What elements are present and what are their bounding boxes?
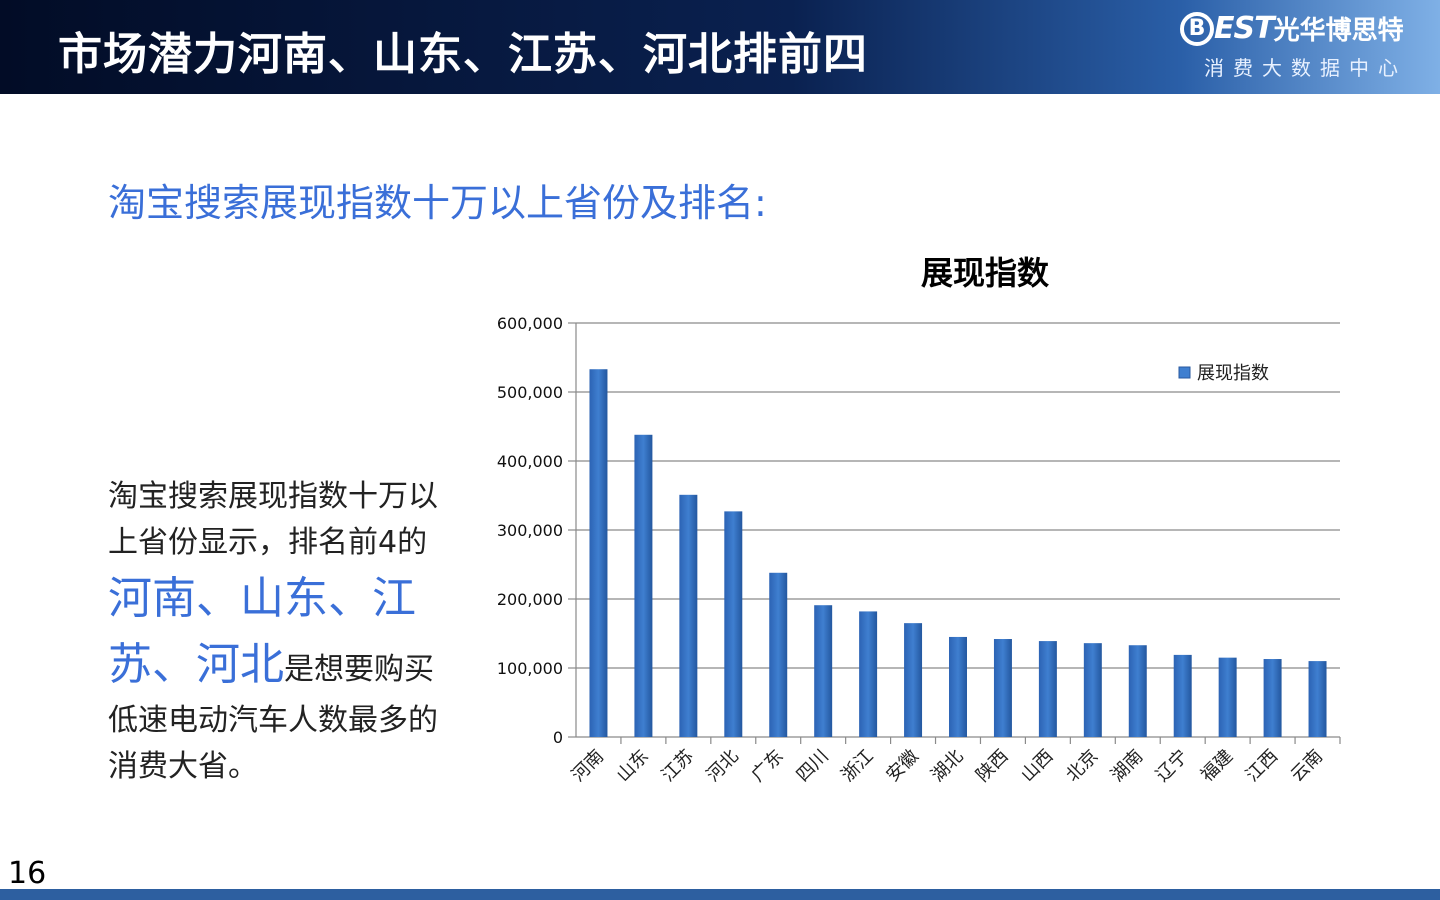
footer-bar xyxy=(0,889,1440,900)
x-tick-label: 山东 xyxy=(613,746,653,786)
x-tick-label: 北京 xyxy=(1062,746,1102,786)
x-tick-label: 云南 xyxy=(1287,746,1327,786)
chart-title: 展现指数 xyxy=(921,254,1050,292)
body-text-part1: 淘宝搜索展现指数十万以上省份显示，排名前4的 xyxy=(108,479,438,560)
bar xyxy=(859,611,878,737)
company-logo: B EST光华博思特 消费大数据中心 xyxy=(1180,8,1430,88)
bar xyxy=(1308,661,1327,737)
x-tick-label: 山西 xyxy=(1017,746,1057,786)
bar xyxy=(1218,657,1237,737)
logo-chinese: 光华博思特 xyxy=(1273,16,1404,46)
page-number: 16 xyxy=(8,856,47,891)
y-tick-label: 0 xyxy=(553,728,563,747)
bar xyxy=(1128,645,1147,737)
body-paragraph: 淘宝搜索展现指数十万以上省份显示，排名前4的河南、山东、江苏、河北是想要购买低速… xyxy=(108,474,453,790)
bar xyxy=(769,572,788,737)
y-tick-label: 300,000 xyxy=(497,521,563,540)
bar xyxy=(993,639,1012,737)
bar xyxy=(1038,641,1057,737)
logo-subtitle: 消费大数据中心 xyxy=(1204,56,1407,80)
bar xyxy=(949,636,967,737)
x-tick-label: 福建 xyxy=(1197,746,1237,786)
page-title: 市场潜力河南、山东、江苏、河北排前四 xyxy=(58,29,868,80)
bar-chart: 展现指数 0 100,000 200,000 300,000 400,000 500,000… xyxy=(497,254,1341,786)
x-tick-label: 陕西 xyxy=(972,746,1012,786)
y-tick-label: 100,000 xyxy=(497,659,563,678)
bar xyxy=(1263,659,1282,737)
legend-label: 展现指数 xyxy=(1197,363,1269,384)
body-highlight: 河南、山东、江苏、河北 xyxy=(108,573,416,690)
bar xyxy=(724,511,743,737)
logo-circle-b: B xyxy=(1180,11,1214,46)
x-tick-label: 河北 xyxy=(703,746,743,786)
bar xyxy=(1083,643,1102,737)
x-tick-label: 湖北 xyxy=(927,746,967,786)
x-tick-label: 湖南 xyxy=(1107,746,1147,786)
legend-swatch xyxy=(1178,366,1191,379)
section-subtitle: 淘宝搜索展现指数十万以上省份及排名: xyxy=(108,181,767,225)
header-banner: 市场潜力河南、山东、江苏、河北排前四 B EST光华博思特 消费大数据中心 xyxy=(0,0,1440,94)
x-tick-label: 辽宁 xyxy=(1152,746,1192,786)
x-tick-label: 四川 xyxy=(792,746,832,786)
x-tick-label: 江苏 xyxy=(658,746,698,786)
body-text-part2: 是想要购买低速电动汽车人数最多的消费大省。 xyxy=(108,652,438,784)
bar xyxy=(1173,654,1192,737)
x-tick-label: 安徽 xyxy=(882,746,922,786)
bar xyxy=(904,623,923,737)
y-tick-label: 500,000 xyxy=(497,383,563,402)
bar xyxy=(679,494,698,737)
logo-wordmark: B EST光华博思特 xyxy=(1180,10,1404,47)
x-tick-label: 广东 xyxy=(747,746,787,786)
x-tick-label: 浙江 xyxy=(837,746,877,786)
logo-latin: EST xyxy=(1214,11,1275,46)
y-tick-label: 400,000 xyxy=(497,452,563,471)
bar xyxy=(589,369,608,737)
bar xyxy=(634,434,653,737)
x-tick-label: 江西 xyxy=(1242,746,1282,786)
y-tick-label: 200,000 xyxy=(497,590,563,609)
y-tick-label: 600,000 xyxy=(497,314,563,333)
bar xyxy=(814,605,833,737)
x-tick-label: 河南 xyxy=(568,746,608,786)
